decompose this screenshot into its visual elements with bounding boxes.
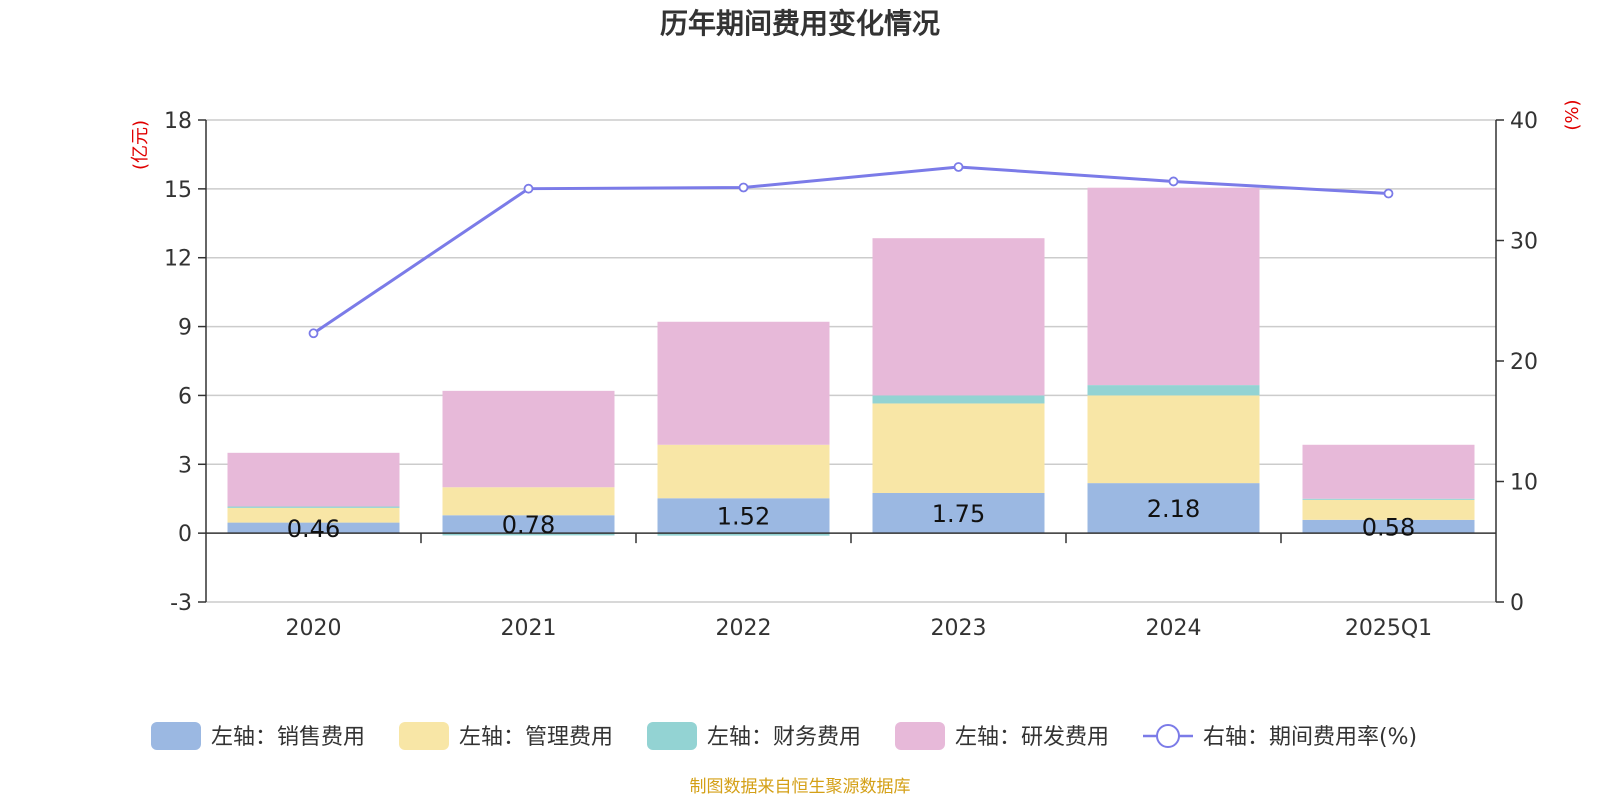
- bar-segment: [1087, 395, 1260, 484]
- bar-segment: [657, 533, 830, 536]
- bar-value-label: 1.52: [717, 503, 770, 531]
- bar-segment: [227, 452, 400, 507]
- legend-label: 左轴：销售费用: [211, 725, 365, 750]
- bar-segment: [872, 492, 1045, 534]
- x-tick-label: 2025Q1: [1345, 616, 1432, 641]
- legend-label: 左轴：财务费用: [707, 725, 861, 750]
- rate-line: [308, 162, 1394, 339]
- chart-title: 历年期间费用变化情况: [660, 7, 940, 40]
- bar-value-label: 0.78: [502, 511, 555, 539]
- legend-label: 右轴：期间费用率(%): [1203, 725, 1417, 750]
- bar-segment: [1087, 187, 1260, 386]
- left-tick-label: 0: [178, 522, 192, 547]
- axes: -3 0 3 6 9 12 15 18 0 10 20 30 40 2020 2021 2022 2023 202…: [164, 109, 1538, 641]
- bar-segment: [1087, 483, 1260, 534]
- bar-segment: [442, 487, 615, 516]
- bar-segment: [872, 238, 1045, 396]
- rate-point: [1168, 176, 1179, 187]
- left-axis-unit: (亿元): [130, 120, 151, 170]
- bar-value-label: 0.58: [1362, 513, 1415, 541]
- left-tick-label: 12: [164, 247, 192, 272]
- bar-segment: [657, 444, 830, 499]
- bar-segment: [872, 395, 1045, 404]
- bar-value-label: 0.46: [287, 515, 340, 543]
- legend-circle-symbol: [1156, 724, 1180, 748]
- bar-segment: [442, 533, 615, 536]
- bar-segment: [1302, 499, 1475, 520]
- bar-segment: [442, 515, 615, 534]
- bar-value-label: 1.75: [932, 500, 985, 528]
- bar-segment: [1302, 444, 1475, 499]
- bar-segment: [872, 403, 1045, 493]
- bar-segment: [1302, 519, 1475, 534]
- x-tick-label: 2023: [931, 616, 987, 641]
- bars: [227, 187, 1475, 536]
- bar-segment: [657, 498, 830, 534]
- legend-swatch: [895, 722, 945, 750]
- bar-segment: [442, 390, 615, 488]
- right-tick-label: 40: [1510, 109, 1538, 134]
- data-source: 制图数据来自恒生聚源数据库: [690, 777, 911, 797]
- x-tick-label: 2021: [501, 616, 557, 641]
- left-tick-label: 15: [164, 178, 192, 203]
- bar-segment: [1302, 498, 1475, 500]
- left-tick-label: 9: [178, 316, 192, 341]
- left-tick-label: -3: [170, 591, 192, 616]
- bar-value-label: 2.18: [1147, 495, 1200, 523]
- bar-labels: 0.46 0.78 1.52 1.75 2.18 0.58: [287, 495, 1415, 543]
- x-tick-label: 2024: [1146, 616, 1202, 641]
- bar-segment: [657, 321, 830, 445]
- left-tick-label: 3: [178, 453, 192, 478]
- rate-point: [1383, 188, 1394, 199]
- right-tick-label: 0: [1510, 591, 1524, 616]
- legend-label: 左轴：研发费用: [955, 725, 1109, 750]
- left-tick-label: 18: [164, 109, 192, 134]
- rate-point: [308, 328, 319, 339]
- bar-segment: [227, 522, 400, 534]
- legend-swatch: [399, 722, 449, 750]
- bar-segment: [1087, 385, 1260, 396]
- grid-lines: [206, 119, 1496, 603]
- left-tick-label: 6: [178, 384, 192, 409]
- legend-swatch: [151, 722, 201, 750]
- rate-point: [953, 162, 964, 172]
- rate-point: [738, 182, 749, 193]
- right-axis-unit: (%): [1562, 99, 1583, 130]
- legend: 左轴：销售费用 左轴：管理费用 左轴：财务费用 左轴：研发费用 右轴：期间费用率(%): [151, 722, 1417, 750]
- right-tick-label: 30: [1510, 230, 1538, 255]
- legend-swatch: [647, 722, 697, 750]
- x-tick-label: 2020: [286, 616, 342, 641]
- legend-label: 左轴：管理费用: [459, 725, 613, 750]
- x-tick-label: 2022: [716, 616, 772, 641]
- bar-segment: [227, 506, 400, 508]
- bar-segment: [227, 507, 400, 523]
- right-tick-label: 20: [1510, 350, 1538, 375]
- rate-point: [523, 183, 534, 194]
- rate-line-path: [312, 165, 1389, 335]
- right-tick-label: 10: [1510, 471, 1538, 496]
